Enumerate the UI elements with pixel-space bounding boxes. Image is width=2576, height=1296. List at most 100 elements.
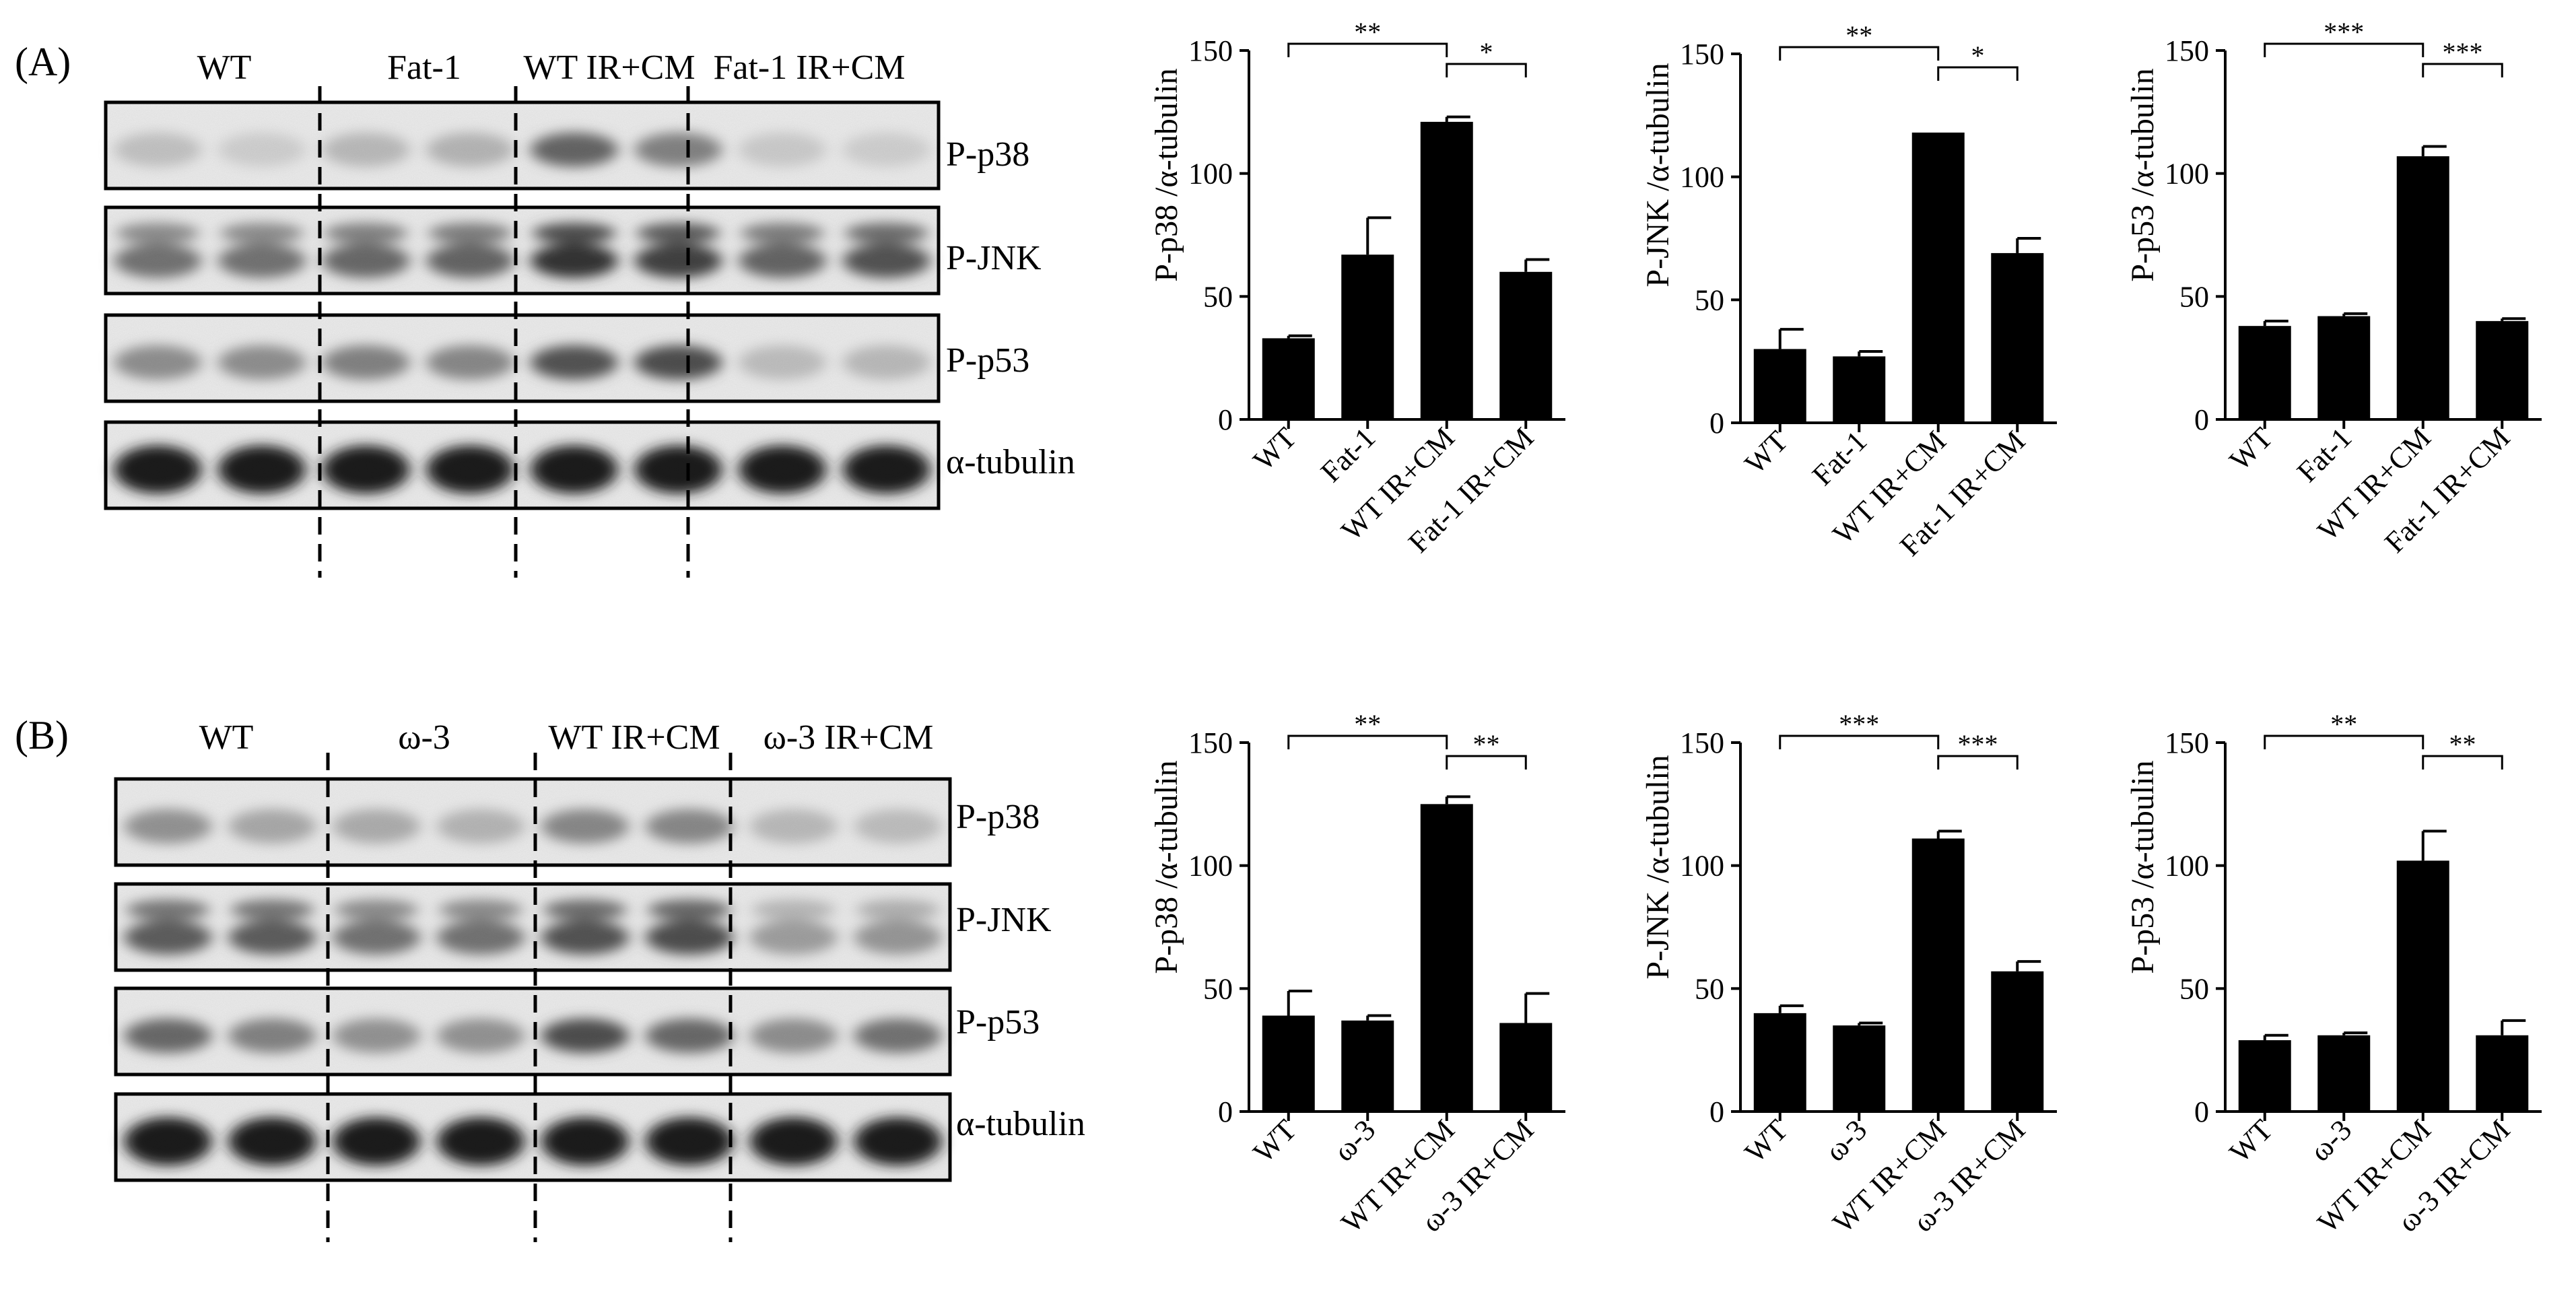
- bar: [1499, 271, 1553, 419]
- significance-label: ***: [2324, 17, 2364, 47]
- y-tick-label: 0: [2194, 1095, 2209, 1128]
- significance-label: **: [2330, 709, 2357, 739]
- panel-a-group-label-3: WT IR+CM: [523, 48, 695, 87]
- x-tick-label: ω-3: [2303, 1113, 2358, 1167]
- bar: [2396, 156, 2449, 420]
- panel-b-blot-label-p-p53: P-p53: [956, 1003, 1040, 1042]
- panel-b-group-label-1: WT: [199, 718, 254, 757]
- significance-label: **: [2449, 729, 2476, 759]
- blot-strip: [104, 420, 941, 510]
- y-axis-label: P-JNK /α-tubulin: [1640, 755, 1676, 979]
- y-axis-label: P-p53 /α-tubulin: [2125, 760, 2161, 974]
- y-tick-label: 100: [1188, 850, 1233, 883]
- panel-b-group-label-2: ω-3: [398, 718, 450, 757]
- blot-strip: [114, 777, 952, 867]
- significance-label: **: [1354, 17, 1381, 47]
- x-tick-label: WT: [2223, 1113, 2279, 1169]
- blot-frame: [104, 100, 941, 191]
- bar: [2317, 316, 2371, 419]
- y-tick-label: 150: [2165, 726, 2209, 759]
- blot-frame: [114, 882, 952, 972]
- panel-a-blot-label-p-p53: P-p53: [946, 341, 1029, 380]
- y-tick-label: 0: [1218, 1095, 1233, 1128]
- panel-b-blot-label-p-p38: P-p38: [956, 798, 1040, 836]
- y-tick-label: 150: [1188, 726, 1233, 759]
- x-tick-label: ω-3: [1819, 1113, 1873, 1167]
- significance-bracket: [1937, 755, 2019, 770]
- x-tick-label: ω-3: [1327, 1113, 1382, 1167]
- bar: [1420, 121, 1473, 419]
- panel-a-blot-label-p-jnk: P-JNK: [946, 239, 1042, 277]
- significance-bracket: [2422, 63, 2503, 77]
- bar: [1833, 1025, 1886, 1112]
- bar: [1753, 1013, 1806, 1112]
- y-tick-label: 100: [2165, 850, 2209, 883]
- bar: [1911, 838, 1965, 1112]
- blot-strip: [114, 1092, 952, 1182]
- y-axis-label: P-p53 /α-tubulin: [2125, 68, 2161, 281]
- bar: [1341, 254, 1394, 419]
- y-axis-label: P-p38 /α-tubulin: [1149, 760, 1184, 974]
- y-tick-label: 0: [2194, 403, 2209, 436]
- blot-strip: [104, 313, 941, 403]
- y-axis-label: P-JNK /α-tubulin: [1640, 63, 1676, 287]
- y-tick-label: 100: [1188, 158, 1233, 191]
- y-tick-label: 50: [1695, 972, 1724, 1005]
- blot-frame: [104, 205, 941, 296]
- significance-bracket: [2264, 735, 2425, 749]
- y-tick-label: 50: [1203, 972, 1233, 1005]
- blot-frame: [114, 1092, 952, 1182]
- bar: [2317, 1035, 2371, 1112]
- blot-frame: [114, 986, 952, 1077]
- bar: [2476, 320, 2529, 419]
- significance-bracket: [1937, 66, 2019, 81]
- panel-b-group-label-3: WT IR+CM: [548, 718, 720, 757]
- y-tick-label: 100: [1680, 850, 1724, 883]
- bar: [2476, 1035, 2529, 1112]
- panel-b-group-label-4: ω-3 IR+CM: [764, 718, 934, 757]
- x-tick-label: Fat-1: [1806, 424, 1873, 491]
- panel-b-blot-label-tubulin: α-tubulin: [956, 1105, 1085, 1143]
- y-tick-label: 150: [1680, 38, 1724, 71]
- panel-a-blot: (A) WT Fat-1 WT IR+CM Fat-1 IR+CM P-p38 …: [15, 40, 1075, 578]
- panel-a-blot-label-tubulin: α-tubulin: [946, 443, 1075, 481]
- significance-label: ***: [1958, 729, 1998, 759]
- y-tick-label: 0: [1218, 403, 1233, 436]
- panel-a-group-label-2: Fat-1: [387, 48, 461, 87]
- significance-label: *: [1971, 40, 1985, 71]
- significance-bracket: [2264, 42, 2425, 57]
- x-tick-label: WT: [2223, 421, 2279, 477]
- y-axis-label: P-p38 /α-tubulin: [1149, 68, 1184, 281]
- blot-strip: [114, 882, 952, 972]
- y-tick-label: 50: [2179, 972, 2209, 1005]
- y-tick-label: 50: [1203, 280, 1233, 313]
- blot-strip: [104, 100, 941, 191]
- y-tick-label: 0: [1709, 407, 1724, 440]
- x-tick-label: WT: [1738, 424, 1794, 480]
- blot-frame: [104, 313, 941, 403]
- panel-b-blot: (B) WT ω-3 WT IR+CM ω-3 IR+CM P-p38 P-JN…: [15, 713, 1085, 1242]
- significance-bracket: [1287, 42, 1448, 57]
- panel-label-a: (A): [15, 40, 71, 84]
- bar: [2238, 326, 2291, 419]
- panel-b-blot-label-p-jnk: P-JNK: [956, 901, 1052, 939]
- y-tick-label: 100: [2165, 158, 2209, 191]
- significance-bracket: [1779, 46, 1940, 61]
- panel-label-b: (B): [15, 713, 69, 757]
- bar: [2396, 860, 2449, 1112]
- blot-strip: [114, 986, 952, 1077]
- panel-a-group-label-1: WT: [197, 48, 252, 87]
- blot-frame: [104, 420, 941, 510]
- significance-bracket: [2422, 755, 2503, 770]
- bar: [1911, 132, 1965, 423]
- x-tick-label: Fat-1: [2291, 421, 2358, 488]
- panel-a-group-label-4: Fat-1 IR+CM: [713, 48, 905, 87]
- x-tick-label: WT: [1247, 1113, 1303, 1169]
- significance-label: ***: [1839, 709, 1879, 739]
